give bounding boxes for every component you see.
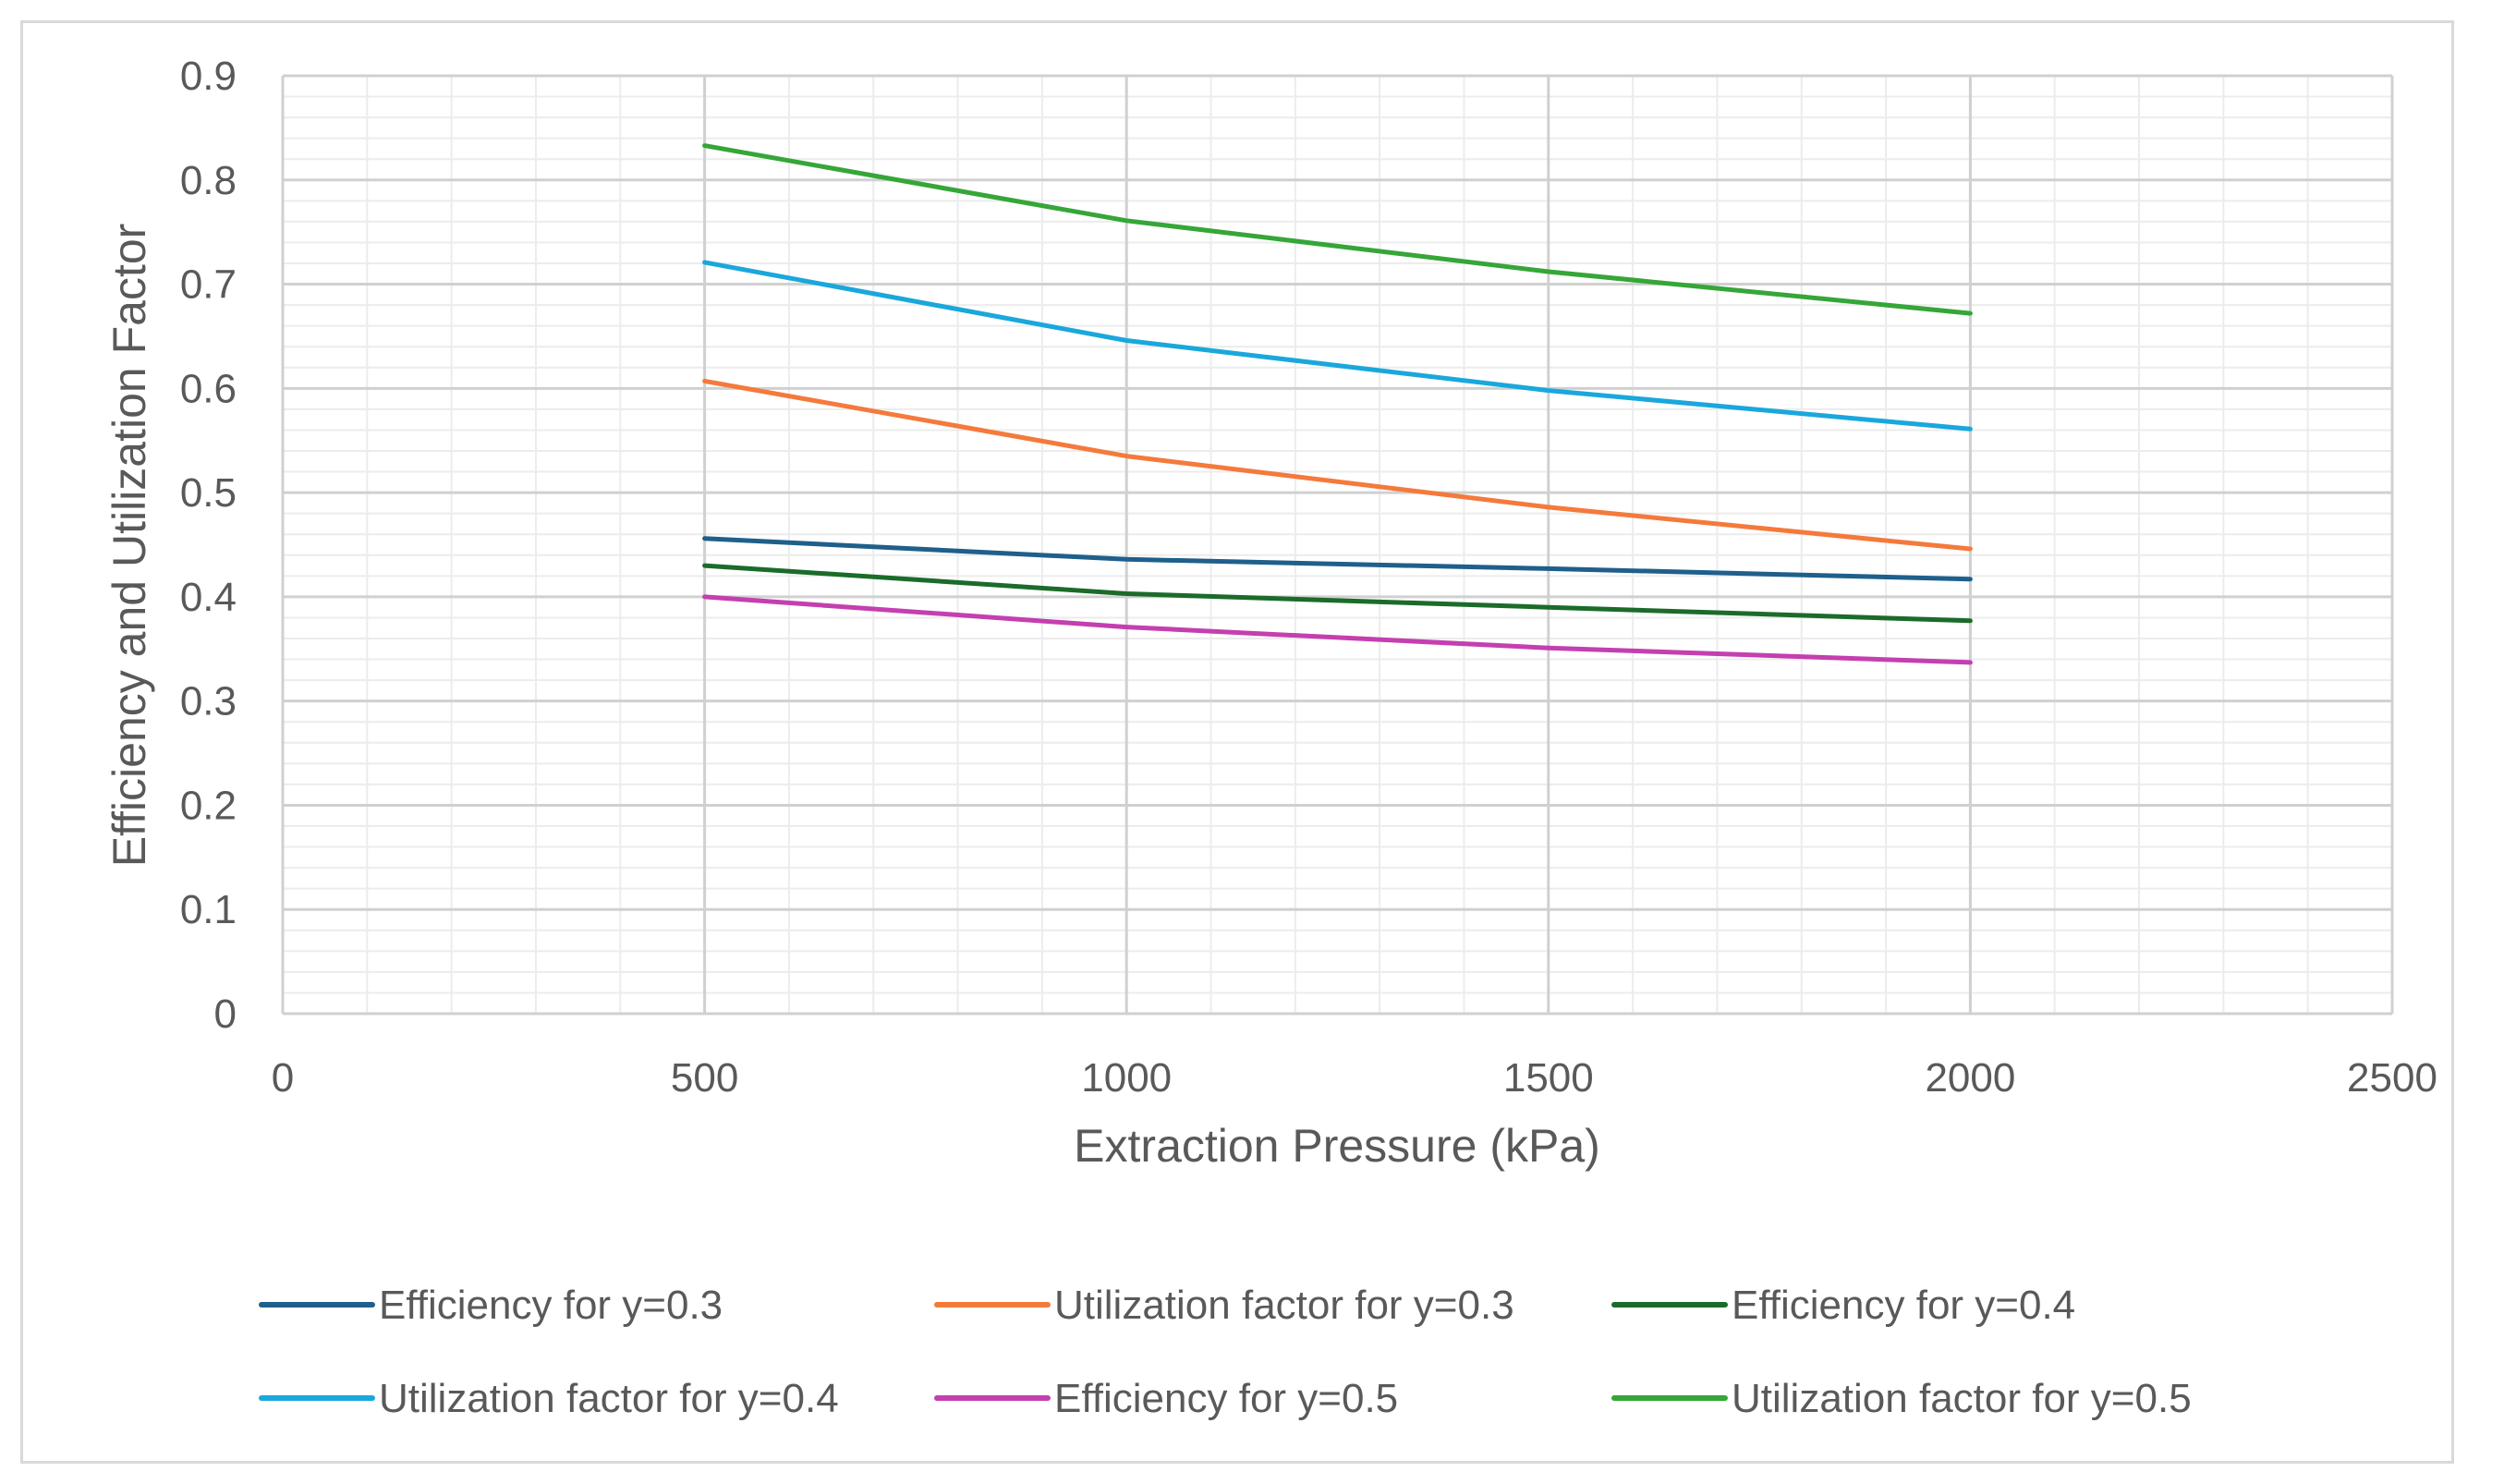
- y-tick-label: 0.7: [180, 262, 237, 308]
- y-tick-label: 0: [214, 991, 237, 1037]
- line-chart: 0 500 1000 1500 2000 2500 0 0.1 0.2 0.3 0.4 0.5 0.6…: [103, 54, 2437, 1421]
- series-line-5: [702, 594, 1973, 665]
- legend-label-5: Efficiency for y=0.5: [1054, 1376, 1398, 1421]
- x-tick-label: 2500: [2347, 1055, 2437, 1101]
- y-tick-label: 0.4: [180, 575, 237, 620]
- x-tick-label: 1500: [1503, 1055, 1594, 1101]
- x-tick-label: 2000: [1925, 1055, 2015, 1101]
- y-axis-ticks: 0 0.1 0.2 0.3 0.4 0.5 0.6 0.7 0.8 0.9: [180, 54, 237, 1037]
- legend-label-6: Utilization factor for y=0.5: [1732, 1376, 2192, 1421]
- series-line-1: [702, 536, 1973, 582]
- y-axis-title: Efficiency and Utilization Factor: [103, 224, 155, 868]
- series-lines: [702, 143, 1973, 665]
- series-line-6: [702, 143, 1973, 316]
- major-grid: [281, 74, 2394, 1016]
- series-line-4: [702, 260, 1973, 432]
- chart-frame: 0 500 1000 1500 2000 2500 0 0.1 0.2 0.3 0.4 0.5 0.6…: [20, 20, 2454, 1464]
- y-tick-label: 0.9: [180, 54, 237, 99]
- x-axis-title: Extraction Pressure (kPa): [1074, 1120, 1600, 1172]
- x-tick-label: 1000: [1081, 1055, 1172, 1101]
- y-tick-label: 0.1: [180, 887, 237, 932]
- y-tick-label: 0.5: [180, 470, 237, 516]
- series-line-3: [702, 563, 1973, 624]
- legend-label-1: Efficiency for y=0.3: [379, 1283, 723, 1328]
- legend-label-4: Utilization factor for y=0.4: [379, 1376, 839, 1421]
- series-line-2: [702, 378, 1973, 552]
- y-tick-label: 0.6: [180, 366, 237, 411]
- y-tick-label: 0.3: [180, 679, 237, 724]
- y-tick-label: 0.8: [180, 158, 237, 203]
- x-axis-ticks: 0 500 1000 1500 2000 2500: [272, 1055, 2437, 1101]
- legend: Efficiency for y=0.3 Utilization factor f…: [259, 1283, 2192, 1421]
- plot-area: [283, 76, 2392, 1014]
- legend-label-2: Utilization factor for y=0.3: [1054, 1283, 1514, 1328]
- y-tick-label: 0.2: [180, 783, 237, 828]
- legend-label-3: Efficiency for y=0.4: [1732, 1283, 2075, 1328]
- x-tick-label: 500: [671, 1055, 738, 1101]
- x-tick-label: 0: [272, 1055, 294, 1101]
